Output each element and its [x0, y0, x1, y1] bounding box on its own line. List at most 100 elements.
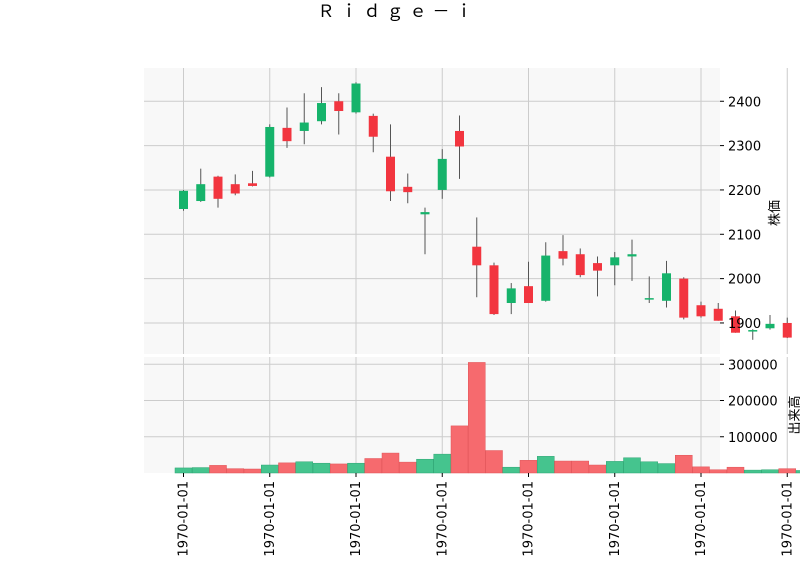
- candle-body-down: [282, 127, 292, 142]
- price-tick-label: 2400: [728, 95, 761, 110]
- volume-bar-down: [468, 362, 486, 474]
- volume-bar-down: [450, 425, 469, 474]
- candle-body-down: [368, 115, 378, 137]
- candle-body-up: [265, 126, 275, 177]
- candle-body-up: [299, 122, 309, 131]
- candle-body-down: [575, 254, 585, 276]
- volume-bar-up: [640, 461, 658, 474]
- x-tick-label: 1970-01-01: [694, 481, 709, 557]
- candle-body-up: [437, 158, 447, 190]
- candle-body-down: [524, 286, 533, 304]
- volume-bar-up: [744, 469, 762, 474]
- volume-bar-down: [675, 454, 693, 474]
- volume-bar-down: [485, 450, 503, 474]
- candle-body-up: [644, 298, 654, 300]
- volume-bar-down: [364, 458, 382, 474]
- volume-tick-label: 200000: [728, 395, 778, 410]
- volume-bar-down: [571, 460, 589, 474]
- volume-bar-down: [709, 469, 727, 474]
- volume-y-axis-label: 出来高: [787, 395, 800, 434]
- volume-y-ticks: 100000 200000 300000: [720, 358, 778, 446]
- volume-bar-up: [433, 453, 451, 474]
- candle-body-down: [248, 183, 257, 186]
- volume-bar-down: [243, 468, 262, 474]
- volume-bar-up: [795, 470, 800, 474]
- candle-body-up: [541, 255, 551, 301]
- price-grid: [144, 68, 788, 354]
- price-y-ticks: 1900 2000 2100 2200 2300 2400: [720, 95, 761, 332]
- volume-bar-up: [295, 461, 313, 474]
- candle-body-up: [317, 103, 326, 122]
- candle-body-up: [179, 190, 188, 210]
- candle-body-up: [351, 83, 361, 113]
- x-ticks: 1970-01-01 1970-01-01 1970-01-01 1970-01-01…: [177, 473, 795, 557]
- price-tick-label: 2300: [728, 140, 761, 155]
- volume-bar-down: [726, 466, 745, 474]
- price-tick-label: 2000: [728, 273, 761, 288]
- volume-bar-up: [174, 467, 193, 474]
- candle-body-down: [213, 176, 223, 199]
- volume-bar-down: [399, 461, 417, 474]
- candle-body-up: [506, 288, 516, 304]
- volume-bar-down: [226, 468, 244, 474]
- x-tick-label: 1970-01-01: [177, 481, 192, 557]
- candle-body-down: [558, 251, 568, 259]
- price-tick-label: 1900: [728, 317, 761, 332]
- volume-bar-up: [537, 456, 555, 474]
- volume-bar-down: [554, 460, 572, 474]
- x-tick-label: 1970-01-01: [522, 481, 537, 557]
- candle-body-up: [748, 330, 758, 332]
- volume-bar-down: [209, 465, 227, 474]
- x-tick-label: 1970-01-01: [780, 481, 795, 557]
- candle-body-down: [403, 186, 413, 193]
- x-tick-label: 1970-01-01: [349, 481, 364, 557]
- volume-grid: [144, 357, 788, 473]
- volume-bar-down: [330, 463, 348, 474]
- candle-body-down: [696, 305, 706, 317]
- candle-body-down: [455, 130, 464, 147]
- volume-tick-label: 300000: [728, 358, 778, 373]
- volume-bar-up: [347, 462, 365, 474]
- candle-body-up: [196, 184, 206, 202]
- volume-bars: [174, 362, 800, 474]
- volume-bar-up: [606, 461, 624, 474]
- volume-bar-up: [192, 467, 210, 474]
- volume-panel-background: [144, 357, 720, 473]
- volume-bar-down: [778, 468, 796, 474]
- candle-body-down: [593, 263, 602, 271]
- candle-body-down: [731, 316, 740, 333]
- candle-body-down: [713, 308, 723, 321]
- candle-body-down: [386, 156, 395, 192]
- price-tick-label: 2200: [728, 184, 761, 199]
- volume-bar-up: [761, 469, 779, 474]
- candle-body-up: [765, 323, 775, 329]
- candle-body-up: [420, 212, 430, 215]
- volume-bar-down: [381, 452, 400, 474]
- price-y-axis-label: 株価: [768, 200, 783, 226]
- chart-title: Ｒｉｄｇｅ－ｉ: [318, 2, 479, 22]
- price-tick-label: 2100: [728, 228, 761, 243]
- candle-body-down: [334, 101, 344, 112]
- candle-body-down: [679, 278, 689, 318]
- volume-bar-down: [278, 462, 296, 474]
- candle-body-up: [610, 257, 620, 266]
- volume-bar-down: [588, 464, 607, 474]
- candle-body-up: [627, 254, 637, 257]
- volume-bar-down: [692, 466, 710, 474]
- volume-bar-up: [312, 462, 331, 474]
- price-panel-background: [144, 68, 720, 354]
- candles: [179, 82, 792, 340]
- x-tick-label: 1970-01-01: [263, 481, 278, 557]
- volume-bar-up: [657, 463, 676, 474]
- volume-tick-label: 100000: [728, 431, 778, 446]
- volume-bar-up: [416, 458, 434, 474]
- x-tick-label: 1970-01-01: [608, 481, 623, 557]
- x-tick-label: 1970-01-01: [435, 481, 450, 557]
- volume-bar-up: [623, 457, 641, 474]
- candle-body-down: [230, 184, 240, 194]
- volume-bar-up: [261, 464, 279, 474]
- candle-body-down: [472, 246, 482, 266]
- candle-body-down: [782, 322, 792, 338]
- candle-body-up: [662, 273, 671, 301]
